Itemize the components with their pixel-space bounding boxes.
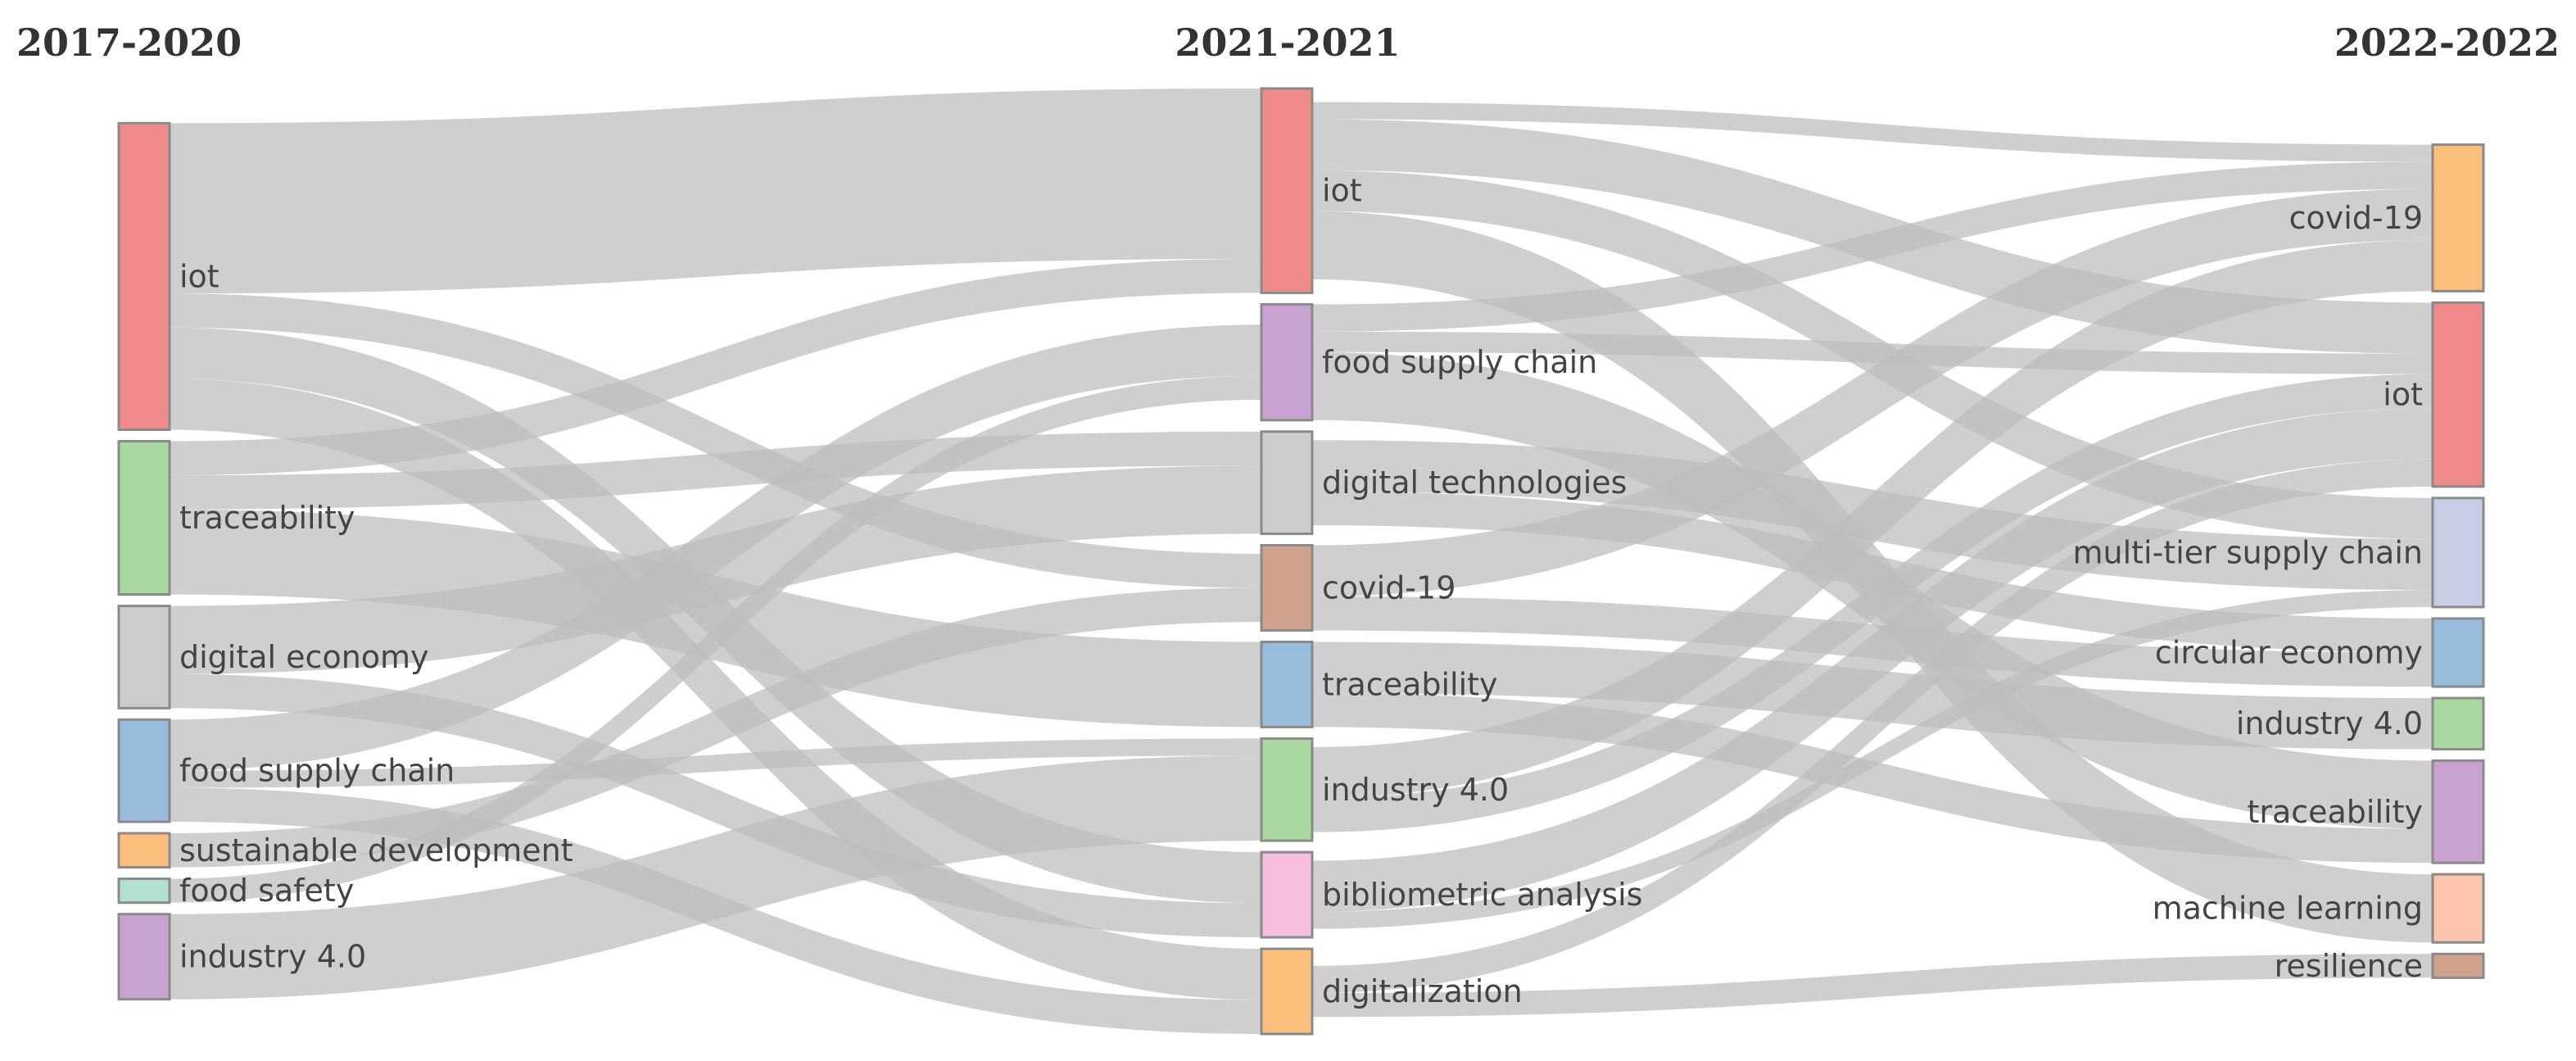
node-p3-circular-economy: [2431, 617, 2485, 688]
node-label-p2-bibliometric-analysis: bibliometric analysis: [1322, 877, 1642, 913]
node-label-p3-multi-tier-supply-chain: multi-tier supply chain: [2072, 534, 2423, 570]
node-p2-covid-19: [1260, 544, 1314, 632]
node-p1-iot: [117, 121, 171, 432]
node-p2-digital-technologies: [1260, 430, 1314, 536]
flow-p2-covid-19-to-covid-19: [1312, 188, 2433, 596]
flow-p1-traceability-to-iot: [170, 258, 1261, 476]
node-p1-sustainable-development: [117, 832, 171, 869]
flow-p2-industry-4-0-to-iot: [1312, 374, 2433, 832]
node-p3-industry-4-0: [2431, 696, 2485, 750]
node-p3-iot: [2431, 301, 2485, 488]
node-p2-digitalization: [1260, 947, 1314, 1036]
node-label-p3-machine-learning: machine learning: [2153, 891, 2423, 927]
node-label-p3-covid-19: covid-19: [2289, 200, 2423, 236]
node-label-p2-iot: iot: [1322, 173, 1362, 209]
flow-p1-digital-economy-to-bibliometric-analysis: [170, 673, 1261, 938]
node-label-p2-digitalization: digitalization: [1322, 973, 1523, 1009]
node-label-p3-iot: iot: [2383, 377, 2423, 413]
node-label-p1-iot: iot: [179, 258, 220, 294]
flow-p1-iot-to-covid-19: [170, 293, 1261, 588]
flow-p2-food-supply-chain-to-iot: [1312, 331, 2433, 374]
flow-p1-traceability-to-traceability: [170, 509, 1261, 728]
flow-p1-sustainable-development-to-covid-19: [170, 587, 1261, 868]
node-label-p2-covid-19: covid-19: [1322, 569, 1456, 605]
node-p1-food-safety: [117, 877, 171, 905]
node-p2-iot: [1260, 87, 1314, 294]
node-p2-bibliometric-analysis: [1260, 850, 1314, 939]
node-label-p1-sustainable-development: sustainable development: [179, 832, 573, 868]
node-label-p2-food-supply-chain: food supply chain: [1322, 344, 1597, 380]
node-p3-machine-learning: [2431, 873, 2485, 944]
node-label-p3-circular-economy: circular economy: [2155, 634, 2423, 670]
flow-p1-food-safety-to-food-supply-chain: [170, 375, 1261, 903]
node-label-p2-traceability: traceability: [1322, 666, 1498, 702]
node-label-p3-industry-4-0: industry 4.0: [2236, 705, 2423, 741]
node-p3-traceability: [2431, 759, 2485, 864]
node-labels: iot traceability digital economy food suppl…: [179, 173, 2423, 1009]
node-label-p2-industry-4-0: industry 4.0: [1322, 772, 1509, 808]
period-title-2017-2020: 2017-2020: [16, 20, 242, 65]
flow-p2-bibliometric-analysis-to-iot: [1312, 408, 2433, 912]
period-title-2022-2022: 2022-2022: [2334, 20, 2560, 65]
node-label-p1-food-supply-chain: food supply chain: [179, 753, 455, 789]
flow-p1-industry-4-0-to-industry-4-0: [170, 755, 1261, 1000]
node-label-p1-food-safety: food safety: [179, 873, 354, 909]
flow-p2-traceability-to-industry-4-0: [1312, 642, 2433, 750]
node-label-p3-resilience: resilience: [2275, 948, 2423, 984]
flow-p1-iot-to-iot: [170, 88, 1261, 294]
flow-p2-iot-to-covid-19: [1312, 102, 2433, 162]
node-p3-covid-19: [2431, 143, 2485, 292]
flow-p2-industry-4-0-to-covid-19: [1312, 240, 2433, 799]
node-label-p1-traceability: traceability: [179, 500, 355, 536]
node-p3-multi-tier-supply-chain: [2431, 496, 2485, 609]
flow-p2-digitalization-to-iot: [1312, 459, 2433, 994]
flow-p1-iot-to-digitalization: [170, 379, 1261, 1000]
period-title-2021-2021: 2021-2021: [1175, 20, 1400, 65]
node-label-p1-industry-4-0: industry 4.0: [179, 939, 366, 975]
node-label-p2-digital-technologies: digital technologies: [1322, 465, 1627, 501]
flow-p1-food-supply-chain-to-food-supply-chain: [170, 324, 1261, 771]
node-p1-industry-4-0: [117, 913, 171, 1001]
node-p2-traceability: [1260, 640, 1314, 728]
node-label-p1-digital-economy: digital economy: [179, 639, 429, 675]
node-p1-traceability: [117, 440, 171, 596]
node-p1-digital-economy: [117, 605, 171, 710]
node-p2-industry-4-0: [1260, 737, 1314, 842]
node-p2-food-supply-chain: [1260, 302, 1314, 422]
flow-p1-food-supply-chain-to-industry-4-0: [170, 738, 1261, 788]
flow-links: [170, 88, 2433, 1034]
node-label-p3-traceability: traceability: [2247, 794, 2423, 830]
flow-p2-digitalization-to-resilience: [1312, 954, 2433, 1018]
node-p3-resilience: [2431, 952, 2485, 979]
node-bars: [117, 87, 2485, 1036]
flow-p2-bibliometric-analysis-to-multi-tier-supply-chain: [1312, 590, 2433, 929]
node-p1-food-supply-chain: [117, 718, 171, 823]
flow-p2-food-supply-chain-to-covid-19: [1312, 161, 2433, 332]
